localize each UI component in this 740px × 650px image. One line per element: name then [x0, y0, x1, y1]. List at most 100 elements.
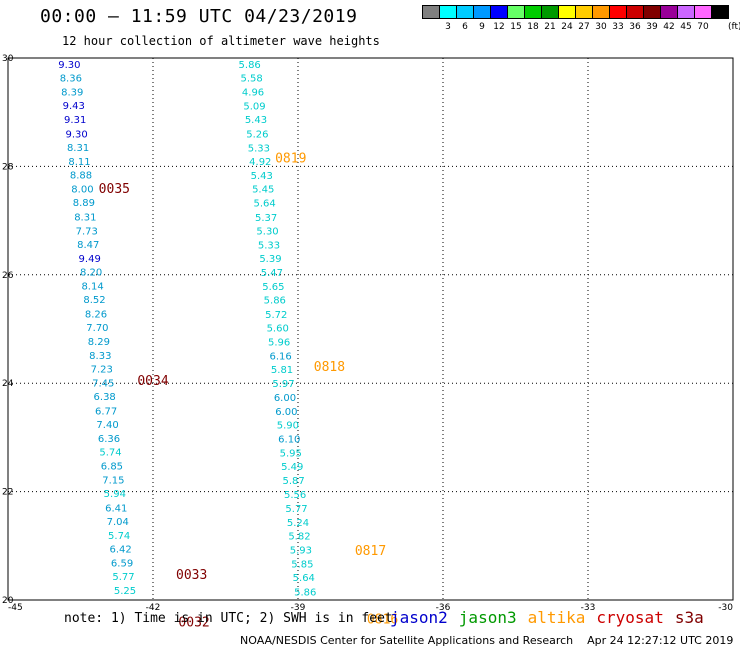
scale-label: 9	[479, 22, 485, 32]
wave-height-label: 8.52	[83, 295, 105, 306]
wave-height-label: 8.36	[60, 74, 82, 85]
legend-altika: altika	[527, 608, 586, 627]
scale-label: 42	[663, 22, 675, 32]
wave-height-label: 6.77	[95, 406, 117, 417]
wave-height-label: 5.60	[267, 323, 289, 334]
wave-height-label: 4.92	[249, 157, 271, 168]
wave-height-label: 5.37	[255, 213, 277, 224]
wave-height-label: 5.43	[245, 115, 267, 126]
wave-height-label: 9.30	[66, 129, 88, 140]
wave-height-label: 8.00	[71, 185, 93, 196]
wave-height-label: 5.56	[284, 490, 306, 501]
pass-time-label: 0817	[355, 544, 386, 559]
wave-height-label: 8.31	[74, 212, 96, 223]
pass-time-label: 0033	[176, 568, 207, 583]
wave-height-label: 5.74	[108, 531, 130, 542]
legend-cryosat: cryosat	[596, 608, 664, 627]
legend-jason2: jason2	[390, 608, 448, 627]
lon-tick-label: -36	[436, 603, 451, 613]
lat-tick-label: 24	[2, 379, 14, 389]
wave-height-label: 6.59	[111, 559, 133, 570]
wave-height-label: 8.26	[85, 309, 107, 320]
lon-tick-label: -30	[718, 603, 733, 613]
wave-height-label: 5.77	[285, 504, 307, 515]
wave-height-label: 7.73	[76, 226, 98, 237]
scale-swatch	[711, 5, 729, 19]
units-note: note: 1) Time is in UTC; 2) SWH is in fe…	[64, 611, 393, 626]
wave-height-label: 5.65	[262, 282, 284, 293]
wave-height-label: 6.00	[274, 393, 296, 404]
legend-s3a: s3a	[674, 608, 704, 627]
wave-height-label: 5.72	[265, 310, 287, 321]
wave-height-label: 7.70	[86, 323, 108, 334]
wave-height-label: 5.74	[99, 447, 121, 458]
wave-height-label: 5.86	[294, 587, 316, 598]
page-subtitle: 12 hour collection of altimeter wave hei…	[62, 34, 380, 48]
lon-tick-label: -45	[8, 603, 23, 613]
wave-height-label: 5.58	[240, 74, 262, 85]
wave-height-label: 7.15	[102, 476, 124, 487]
wave-height-label: 8.47	[77, 240, 99, 251]
wave-height-label: 5.77	[112, 572, 134, 583]
scale-label: 45	[680, 22, 692, 32]
wave-height-label: 5.45	[252, 185, 274, 196]
lon-tick-label: -39	[291, 603, 306, 613]
wave-height-label: 9.49	[79, 254, 101, 265]
wave-height-label: 6.16	[269, 352, 291, 363]
satellite-legend: jason2 jason3 altika cryosat s3a	[390, 608, 715, 627]
wave-height-label: 5.09	[243, 102, 265, 113]
scale-label: 15	[510, 22, 522, 32]
wave-height-label: 5.81	[271, 365, 293, 376]
wave-height-label: 9.43	[63, 101, 85, 112]
scale-label: 27	[578, 22, 590, 32]
wave-height-label: 6.00	[275, 407, 297, 418]
wave-height-label: 5.33	[258, 240, 280, 251]
wave-height-label: 5.30	[256, 226, 278, 237]
wave-height-label: 8.14	[81, 282, 103, 293]
wave-height-label: 5.95	[280, 449, 302, 460]
scale-label: 12	[493, 22, 505, 32]
wave-height-label: 5.64	[254, 199, 276, 210]
scale-label: 21	[544, 22, 556, 32]
wave-height-label: 8.39	[61, 88, 83, 99]
pass-time-label: 0816	[367, 612, 398, 627]
wave-height-label: 5.33	[248, 143, 270, 154]
wave-height-label: 5.85	[291, 560, 313, 571]
lat-tick-label: 28	[2, 162, 14, 172]
lat-tick-label: 30	[2, 54, 14, 64]
wave-height-label: 7.04	[107, 517, 129, 528]
wave-height-label: 6.36	[98, 434, 120, 445]
wave-height-label: 4.96	[242, 88, 264, 99]
scale-label: 24	[561, 22, 573, 32]
pass-time-label: 0032	[178, 616, 209, 631]
pass-time-label: 0035	[99, 182, 130, 197]
wave-height-label: 9.30	[58, 60, 80, 71]
wave-height-label: 5.90	[277, 420, 299, 431]
wave-height-label: 5.96	[268, 337, 290, 348]
legend-jason3: jason3	[458, 608, 517, 627]
wave-height-label: 8.20	[80, 268, 102, 279]
wave-height-label: 5.25	[114, 586, 136, 597]
scale-label: 18	[527, 22, 539, 32]
lat-tick-label: 22	[2, 488, 13, 498]
map-frame	[7, 57, 734, 601]
wave-height-label: 5.97	[272, 379, 294, 390]
wave-height-label: 5.64	[293, 573, 315, 584]
wave-height-label: 5.82	[288, 532, 310, 543]
wave-height-label: 8.11	[68, 157, 90, 168]
wave-height-label: 7.23	[91, 365, 113, 376]
lat-tick-label: 20	[2, 596, 14, 606]
wave-height-label: 5.47	[261, 268, 283, 279]
pass-time-label: 0034	[137, 374, 168, 389]
wave-height-label: 5.93	[290, 546, 312, 557]
credit-line: NOAA/NESDIS Center for Satellite Applica…	[240, 634, 734, 647]
wave-height-label: 7.45	[92, 379, 114, 390]
wave-height-label: 9.31	[64, 115, 86, 126]
wave-height-label: 6.38	[94, 392, 116, 403]
wave-height-label: 6.41	[105, 503, 127, 514]
wave-height-label: 6.85	[101, 462, 123, 473]
wave-height-label: 6.10	[278, 434, 300, 445]
wave-height-label: 8.88	[70, 171, 92, 182]
page-title: 00:00 – 11:59 UTC 04/23/2019	[40, 6, 358, 27]
